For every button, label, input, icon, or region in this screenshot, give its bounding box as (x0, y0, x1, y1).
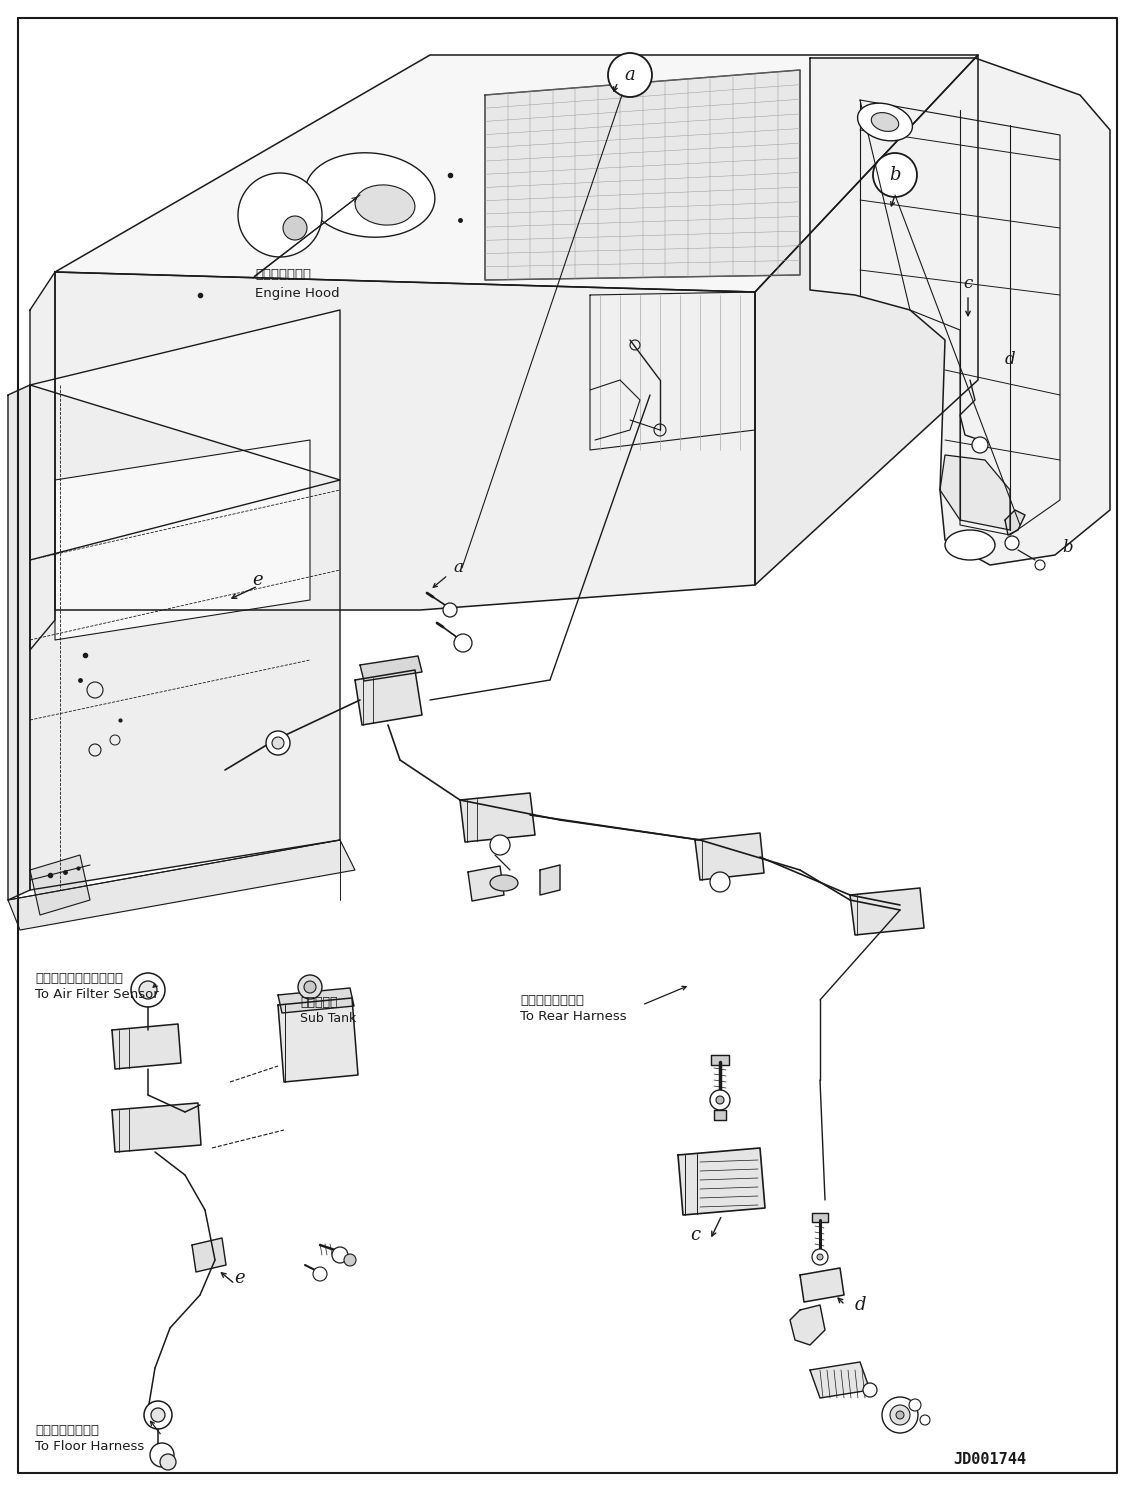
Circle shape (454, 634, 472, 652)
Text: c: c (690, 1226, 700, 1243)
Circle shape (909, 1399, 920, 1410)
Polygon shape (30, 854, 90, 915)
Polygon shape (485, 70, 800, 280)
Circle shape (890, 1405, 910, 1425)
Circle shape (299, 975, 322, 999)
Polygon shape (192, 1238, 226, 1272)
Circle shape (490, 835, 510, 854)
Polygon shape (278, 997, 358, 1082)
Text: To Floor Harness: To Floor Harness (35, 1440, 144, 1454)
Text: To Air Filter Sensor: To Air Filter Sensor (35, 989, 159, 1002)
Ellipse shape (872, 113, 899, 131)
Polygon shape (460, 793, 535, 842)
Polygon shape (940, 455, 1010, 529)
Polygon shape (30, 271, 54, 650)
Circle shape (266, 731, 291, 754)
Circle shape (144, 1402, 173, 1428)
Text: b: b (889, 166, 901, 183)
Polygon shape (1004, 510, 1025, 535)
Circle shape (272, 737, 284, 748)
Polygon shape (8, 385, 30, 901)
Polygon shape (850, 889, 924, 935)
Ellipse shape (355, 185, 415, 225)
Text: d: d (855, 1296, 866, 1314)
Circle shape (711, 1090, 730, 1109)
Circle shape (151, 1408, 165, 1422)
Polygon shape (54, 271, 755, 610)
Circle shape (920, 1415, 930, 1425)
Ellipse shape (490, 875, 518, 892)
Circle shape (716, 1096, 724, 1103)
Polygon shape (678, 1148, 765, 1215)
Circle shape (313, 1267, 327, 1281)
Polygon shape (695, 833, 764, 880)
Ellipse shape (945, 529, 995, 561)
Text: e: e (253, 571, 263, 589)
Text: e: e (235, 1269, 245, 1287)
Circle shape (812, 1249, 829, 1264)
Polygon shape (112, 1103, 201, 1153)
Polygon shape (800, 1267, 844, 1302)
Polygon shape (590, 292, 755, 450)
Circle shape (443, 602, 457, 617)
Circle shape (1004, 535, 1019, 550)
Circle shape (873, 154, 917, 197)
Ellipse shape (858, 103, 913, 140)
Polygon shape (54, 55, 978, 292)
Circle shape (304, 981, 316, 993)
Circle shape (150, 1443, 174, 1467)
Circle shape (138, 981, 157, 999)
Circle shape (896, 1410, 903, 1419)
Text: Engine Hood: Engine Hood (255, 286, 339, 300)
Text: a: a (453, 559, 463, 577)
Polygon shape (360, 656, 422, 681)
Polygon shape (790, 1305, 825, 1345)
Polygon shape (540, 865, 560, 895)
Polygon shape (8, 839, 355, 930)
Text: JD001744: JD001744 (953, 1452, 1026, 1467)
Text: エンジンフード: エンジンフード (255, 268, 311, 282)
Polygon shape (355, 669, 422, 725)
Ellipse shape (305, 152, 435, 237)
Circle shape (711, 872, 730, 892)
Circle shape (863, 1384, 877, 1397)
Text: フロアハーネスへ: フロアハーネスへ (35, 1424, 99, 1436)
Circle shape (131, 974, 165, 1006)
Polygon shape (810, 1361, 871, 1399)
Circle shape (817, 1254, 823, 1260)
Circle shape (1035, 561, 1045, 570)
Polygon shape (812, 1214, 829, 1223)
Text: b: b (1062, 540, 1074, 556)
Text: To Rear Harness: To Rear Harness (520, 1009, 627, 1023)
Polygon shape (278, 989, 354, 1012)
Polygon shape (30, 310, 340, 561)
Polygon shape (30, 385, 340, 890)
Circle shape (344, 1254, 356, 1266)
Polygon shape (714, 1109, 726, 1120)
Circle shape (283, 216, 306, 240)
Text: a: a (624, 66, 636, 83)
Text: c: c (964, 274, 973, 292)
Polygon shape (755, 55, 978, 584)
Text: d: d (1004, 352, 1016, 368)
Circle shape (333, 1246, 348, 1263)
Text: Sub Tank: Sub Tank (300, 1011, 356, 1024)
Text: サブタンク: サブタンク (300, 996, 337, 1008)
Circle shape (608, 54, 651, 97)
Polygon shape (810, 58, 1110, 565)
Circle shape (882, 1397, 918, 1433)
Polygon shape (711, 1056, 729, 1065)
Circle shape (160, 1454, 176, 1470)
Text: エアーフィルタセンサへ: エアーフィルタセンサへ (35, 972, 123, 984)
Circle shape (238, 173, 322, 256)
Polygon shape (112, 1024, 180, 1069)
Polygon shape (468, 866, 504, 901)
Polygon shape (54, 440, 310, 640)
Circle shape (972, 437, 987, 453)
Text: リヤーハーネスへ: リヤーハーネスへ (520, 993, 585, 1006)
